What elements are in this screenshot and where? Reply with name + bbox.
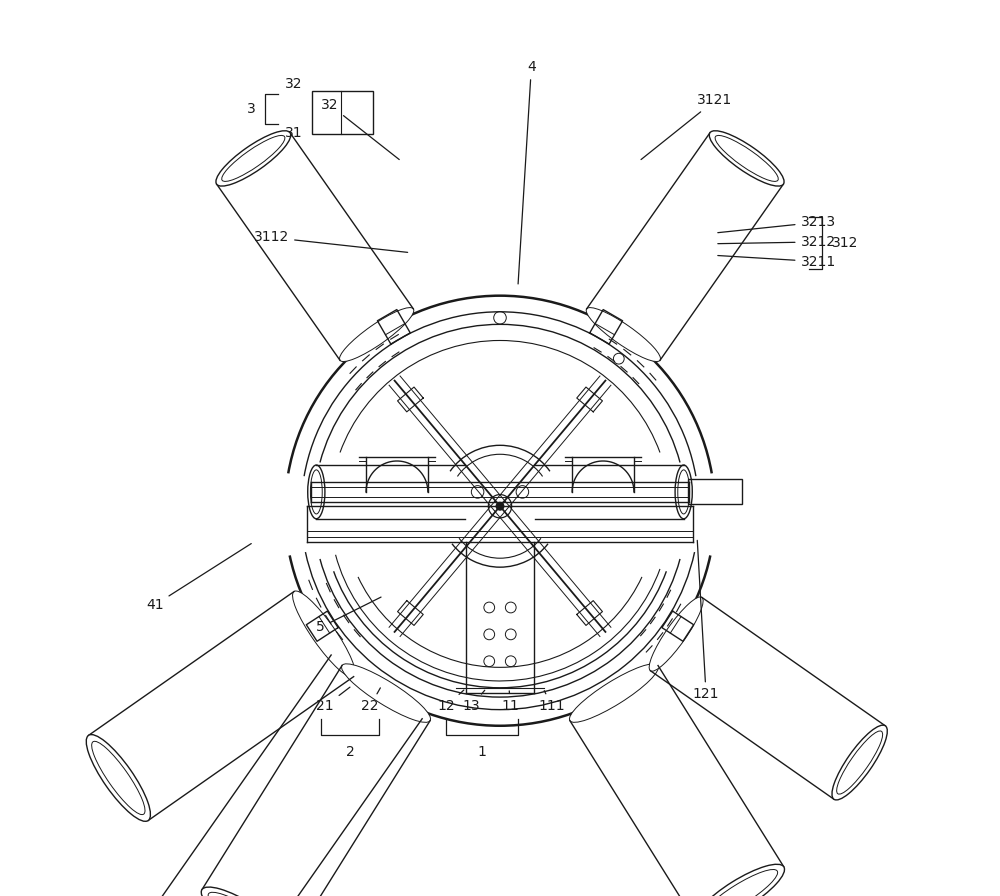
Bar	[688, 479, 742, 504]
Text: 2: 2	[346, 745, 354, 760]
Text: 111: 111	[539, 691, 565, 713]
Ellipse shape	[342, 664, 431, 722]
Text: 21: 21	[316, 687, 350, 713]
Ellipse shape	[308, 465, 325, 519]
Ellipse shape	[675, 465, 692, 519]
Text: 3212: 3212	[718, 235, 836, 249]
Bar	[312, 91, 373, 134]
Text: 11: 11	[502, 691, 520, 713]
Text: 22: 22	[361, 688, 380, 713]
Text: 312: 312	[832, 236, 858, 250]
Ellipse shape	[832, 725, 887, 800]
Text: 32: 32	[285, 77, 302, 91]
Ellipse shape	[216, 131, 291, 186]
Text: 12: 12	[437, 690, 464, 713]
Ellipse shape	[340, 307, 414, 362]
Ellipse shape	[86, 735, 150, 822]
Text: 121: 121	[693, 540, 719, 702]
Ellipse shape	[695, 865, 785, 896]
Text: 32: 32	[321, 98, 399, 159]
Text: 3211: 3211	[718, 254, 836, 269]
Text: 41: 41	[146, 544, 251, 612]
Text: 3121: 3121	[641, 93, 733, 159]
Text: 3: 3	[247, 102, 255, 116]
Ellipse shape	[586, 307, 660, 362]
Ellipse shape	[709, 131, 784, 186]
Text: 3213: 3213	[718, 215, 836, 233]
Text: 31: 31	[285, 126, 303, 141]
Text: 1: 1	[478, 745, 487, 760]
Ellipse shape	[201, 887, 291, 896]
Ellipse shape	[293, 591, 355, 677]
Text: 4: 4	[518, 60, 536, 284]
Text: 13: 13	[463, 690, 485, 713]
Circle shape	[496, 502, 504, 511]
Text: 5: 5	[316, 597, 381, 634]
Text: 3112: 3112	[254, 230, 408, 253]
Ellipse shape	[649, 597, 703, 671]
Ellipse shape	[569, 664, 658, 722]
